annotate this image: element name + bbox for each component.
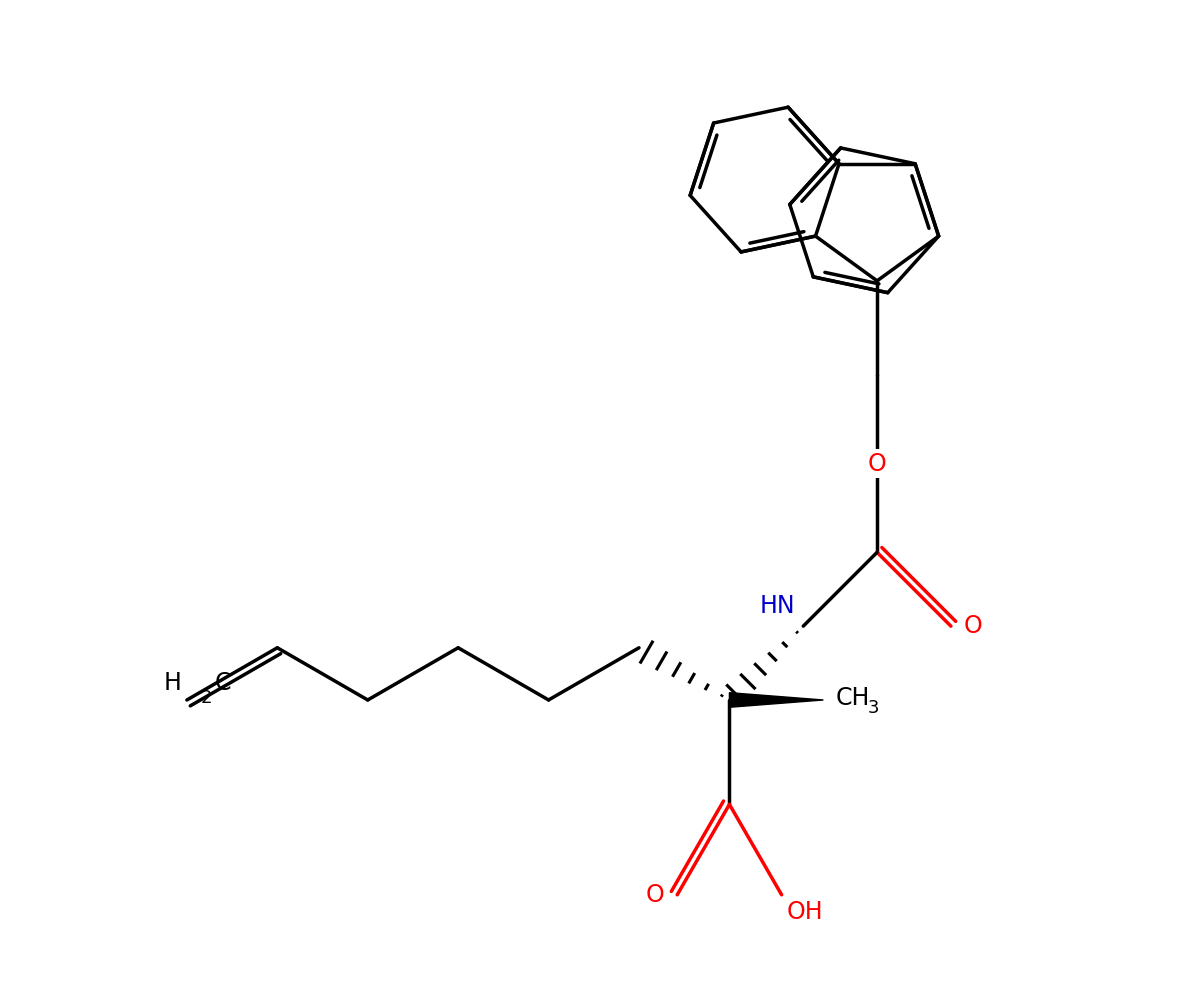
Text: O: O (646, 883, 665, 907)
Text: O: O (964, 614, 982, 638)
Text: C: C (215, 670, 232, 694)
Text: H: H (164, 670, 182, 694)
Text: HN: HN (759, 594, 795, 618)
Text: 3: 3 (868, 699, 878, 717)
Text: O: O (868, 452, 887, 476)
Polygon shape (729, 692, 823, 707)
Text: OH: OH (787, 900, 823, 924)
Text: O: O (868, 452, 887, 476)
Text: 2: 2 (200, 689, 212, 707)
Text: CH: CH (835, 686, 870, 709)
